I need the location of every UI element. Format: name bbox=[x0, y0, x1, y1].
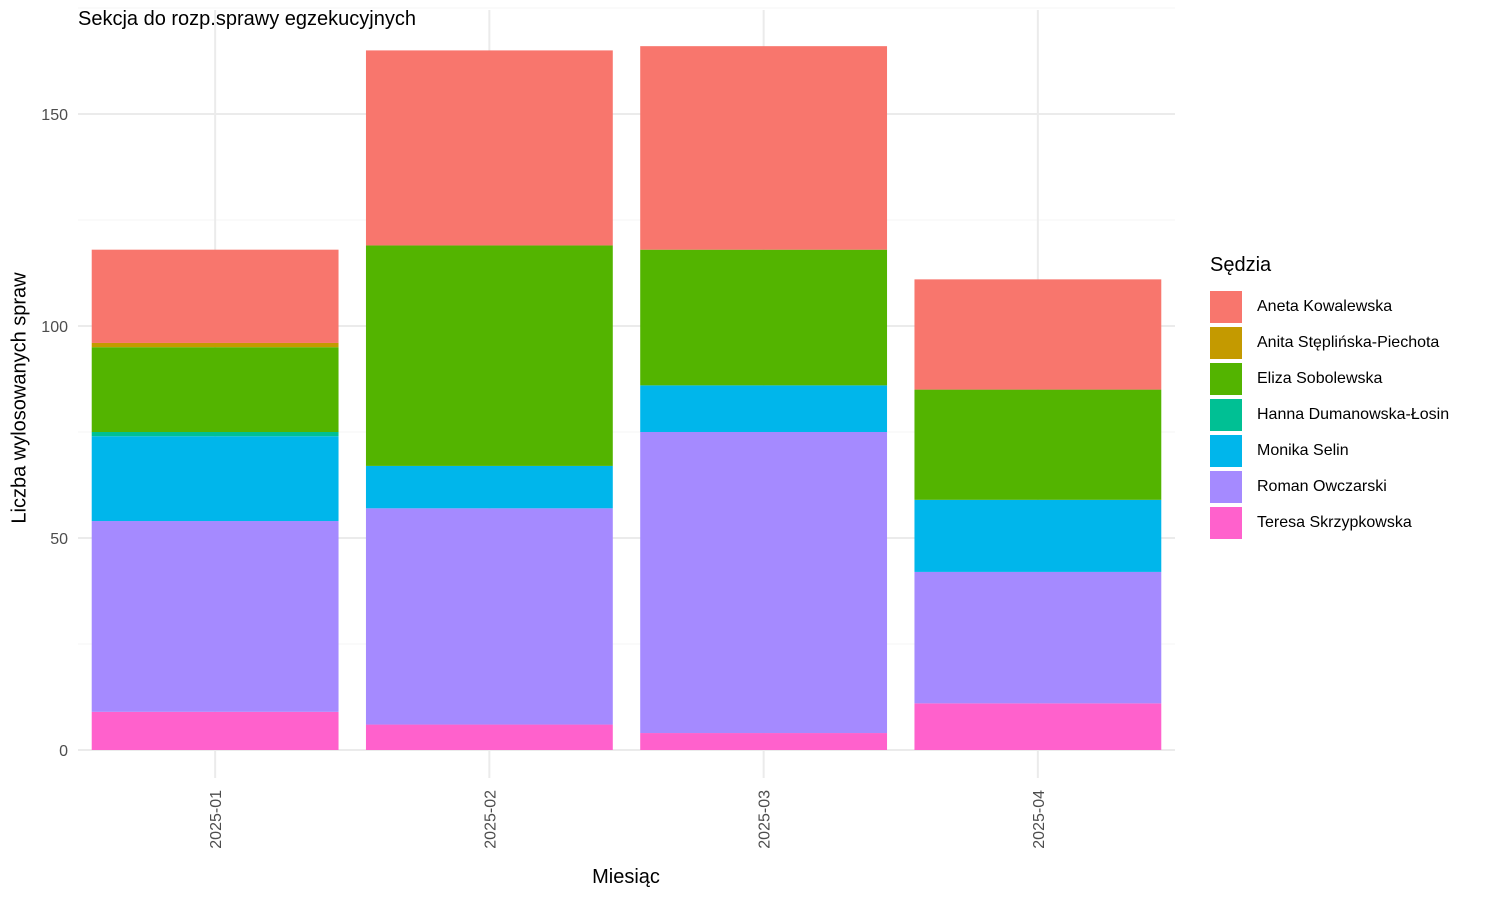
bar-segment bbox=[914, 499, 1162, 572]
legend-item: Aneta Kowalewska bbox=[1210, 289, 1449, 325]
legend-label: Monika Selin bbox=[1257, 442, 1349, 459]
x-tick-label: 2025-04 bbox=[1031, 790, 1048, 849]
legend-label: Teresa Skrzypkowska bbox=[1257, 514, 1412, 531]
legend-key bbox=[1210, 291, 1242, 323]
legend-label: Aneta Kowalewska bbox=[1257, 298, 1393, 315]
bar-segment bbox=[914, 389, 1162, 500]
bar-segment bbox=[365, 508, 613, 725]
bar-segment bbox=[91, 521, 339, 712]
bar-segment bbox=[914, 279, 1162, 390]
legend-label: Hanna Dumanowska-Łosin bbox=[1257, 406, 1450, 423]
bar-segment bbox=[365, 245, 613, 466]
legend-item: Anita Stęplińska-Piechota bbox=[1210, 325, 1449, 361]
bar-segment bbox=[91, 342, 339, 348]
bar-segment bbox=[640, 46, 888, 250]
y-tick-label: 100 bbox=[41, 319, 68, 336]
legend-title: Sędzia bbox=[1210, 254, 1272, 276]
bar-segment bbox=[91, 432, 339, 437]
legend-item: Monika Selin bbox=[1210, 433, 1449, 469]
bar-segment bbox=[640, 385, 888, 432]
x-tick-label: 2025-03 bbox=[757, 790, 774, 849]
legend-item: Eliza Sobolewska bbox=[1210, 361, 1449, 397]
x-tick-label: 2025-01 bbox=[208, 790, 225, 849]
legend-key bbox=[1210, 327, 1242, 359]
x-axis-label: Miesiąc bbox=[592, 866, 660, 888]
bar-segment bbox=[914, 703, 1162, 750]
legend-items: Aneta Kowalewska Anita Stęplińska-Piechot… bbox=[1210, 289, 1449, 541]
bar-segment bbox=[365, 465, 613, 509]
bar-segment bbox=[365, 724, 613, 750]
bar-segment bbox=[91, 249, 339, 343]
legend-item: Roman Owczarski bbox=[1210, 469, 1449, 505]
legend-key bbox=[1210, 363, 1242, 395]
bar-segment bbox=[640, 249, 888, 386]
legend-label: Anita Stęplińska-Piechota bbox=[1257, 334, 1440, 351]
legend-item: Hanna Dumanowska-Łosin bbox=[1210, 397, 1449, 433]
bar-segment bbox=[640, 733, 888, 750]
legend: Sędzia Aneta Kowalewska Anita Stęplińska-… bbox=[1210, 254, 1449, 541]
legend-key bbox=[1210, 471, 1242, 503]
bar-segment bbox=[91, 436, 339, 522]
legend-label: Eliza Sobolewska bbox=[1257, 370, 1383, 387]
y-tick-label: 50 bbox=[50, 531, 68, 548]
legend-label: Roman Owczarski bbox=[1257, 478, 1387, 495]
legend-key bbox=[1210, 435, 1242, 467]
chart-title: Sekcja do rozp.sprawy egzekucyjnych bbox=[78, 8, 416, 30]
bar-segment bbox=[914, 571, 1162, 704]
y-tick-label: 0 bbox=[59, 743, 68, 760]
legend-item: Teresa Skrzypkowska bbox=[1210, 505, 1449, 541]
bar-segment bbox=[640, 432, 888, 734]
legend-key bbox=[1210, 399, 1242, 431]
legend-key bbox=[1210, 507, 1242, 539]
bar-segment bbox=[365, 50, 613, 246]
x-tick-label: 2025-02 bbox=[482, 790, 499, 849]
bar-segment bbox=[91, 711, 339, 750]
bar-segment bbox=[91, 347, 339, 432]
y-tick-label: 150 bbox=[41, 107, 68, 124]
